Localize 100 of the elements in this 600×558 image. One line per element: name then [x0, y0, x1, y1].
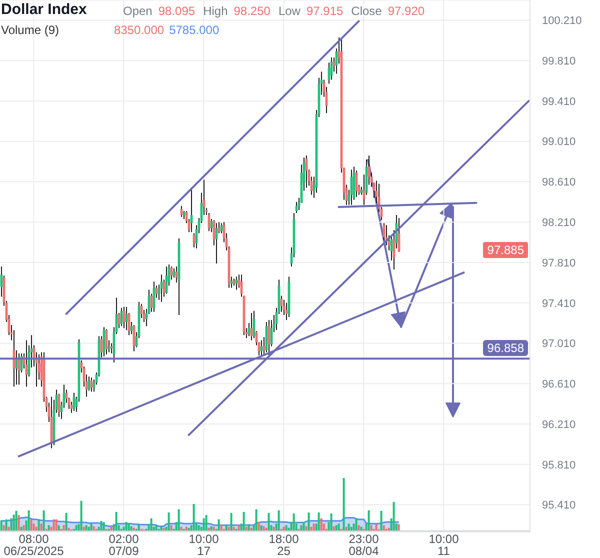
bar — [138, 524, 140, 531]
bar — [238, 525, 240, 531]
annotation: 5785.000 — [169, 23, 220, 37]
bar — [15, 510, 18, 531]
annotation: 98.095 — [158, 4, 196, 18]
bar — [312, 524, 315, 531]
y-tick-label: 98.210 — [542, 216, 576, 229]
bar — [178, 509, 180, 531]
bar — [22, 525, 25, 531]
bar — [62, 525, 65, 531]
chart-title: Dollar Index — [1, 1, 87, 18]
annotation: Low — [278, 4, 300, 18]
y-tick-label: 97.810 — [542, 257, 576, 270]
bar — [242, 512, 245, 531]
bar — [55, 519, 58, 531]
bar — [230, 512, 232, 531]
bar — [42, 510, 45, 531]
bar — [210, 526, 212, 531]
bar — [65, 512, 68, 531]
bar — [2, 525, 5, 531]
bar — [300, 525, 302, 531]
bar — [168, 512, 170, 531]
y-tick-label: 96.210 — [542, 418, 576, 431]
bar — [100, 520, 102, 531]
bar — [260, 525, 262, 531]
bar — [48, 525, 50, 531]
bar — [382, 525, 385, 531]
bar — [80, 500, 82, 531]
y-tick-label: 98.610 — [542, 176, 576, 189]
bar — [150, 518, 152, 531]
bar — [348, 524, 350, 531]
bar — [40, 524, 42, 531]
y-tick-label: 99.810 — [542, 55, 576, 68]
bar — [225, 525, 228, 531]
bar — [58, 525, 60, 531]
bar — [192, 504, 195, 531]
annotation: High — [203, 4, 228, 18]
bar — [380, 510, 382, 531]
bar — [160, 526, 162, 531]
annotation: Close — [351, 4, 382, 18]
y-tick-label: 99.410 — [542, 96, 576, 108]
bar — [338, 524, 340, 531]
bar — [32, 524, 35, 531]
y-tick-label: 95.810 — [542, 459, 576, 472]
annotation: Open — [123, 4, 152, 18]
bar — [218, 519, 220, 531]
annotation: 8350.000 — [114, 23, 164, 37]
x-tick-label: 10:00 17 — [188, 532, 220, 558]
y-tick-label: 97.410 — [542, 298, 576, 310]
bar — [292, 514, 295, 531]
bar — [10, 518, 12, 531]
x-tick-label: 08:00 06/25/2025 — [4, 532, 64, 558]
bar — [305, 526, 308, 531]
bar — [318, 512, 320, 531]
bar — [5, 519, 8, 531]
bar — [52, 519, 55, 531]
y-tick-label: 97.010 — [542, 338, 576, 350]
bar — [355, 518, 358, 531]
bar — [370, 525, 372, 531]
bar — [320, 518, 322, 531]
x-tick-label: 23:00 08/04 — [348, 532, 380, 558]
bar — [255, 509, 258, 531]
bar — [392, 502, 395, 531]
y-tick-label: 95.410 — [542, 500, 576, 512]
bar — [90, 524, 92, 531]
bar — [38, 520, 40, 531]
x-tick-label: 02:00 07/09 — [108, 532, 140, 558]
bar — [302, 522, 305, 531]
chart-title: Volume (9) — [1, 23, 60, 37]
x-tick-label: 10:00 11 — [428, 532, 460, 558]
bar — [12, 514, 15, 531]
bar — [375, 524, 378, 531]
bar — [335, 525, 338, 531]
y-tick-label: 99.010 — [542, 136, 576, 148]
bar — [155, 525, 158, 531]
bar — [258, 522, 260, 531]
bar — [18, 515, 20, 531]
bar — [75, 525, 78, 531]
bar — [262, 526, 265, 531]
bar — [368, 510, 370, 531]
annotation: 98.250 — [234, 4, 270, 18]
y-tick-label: 100.210 — [542, 15, 582, 28]
bar — [102, 522, 105, 531]
bar — [358, 525, 360, 531]
bar — [268, 512, 270, 531]
bar — [342, 478, 345, 531]
bar — [130, 526, 132, 531]
bar — [398, 524, 400, 531]
bar — [110, 526, 112, 531]
ref-line-label: 96.858 — [487, 340, 524, 355]
bar — [332, 526, 335, 531]
bar — [330, 514, 332, 531]
bar — [28, 510, 30, 531]
bar — [205, 515, 208, 531]
bar — [92, 526, 95, 531]
price-label: 96.858 — [483, 340, 528, 356]
bar — [125, 522, 128, 531]
bar — [115, 512, 118, 531]
y-tick-label: 96.610 — [542, 378, 576, 391]
bar — [285, 525, 288, 531]
